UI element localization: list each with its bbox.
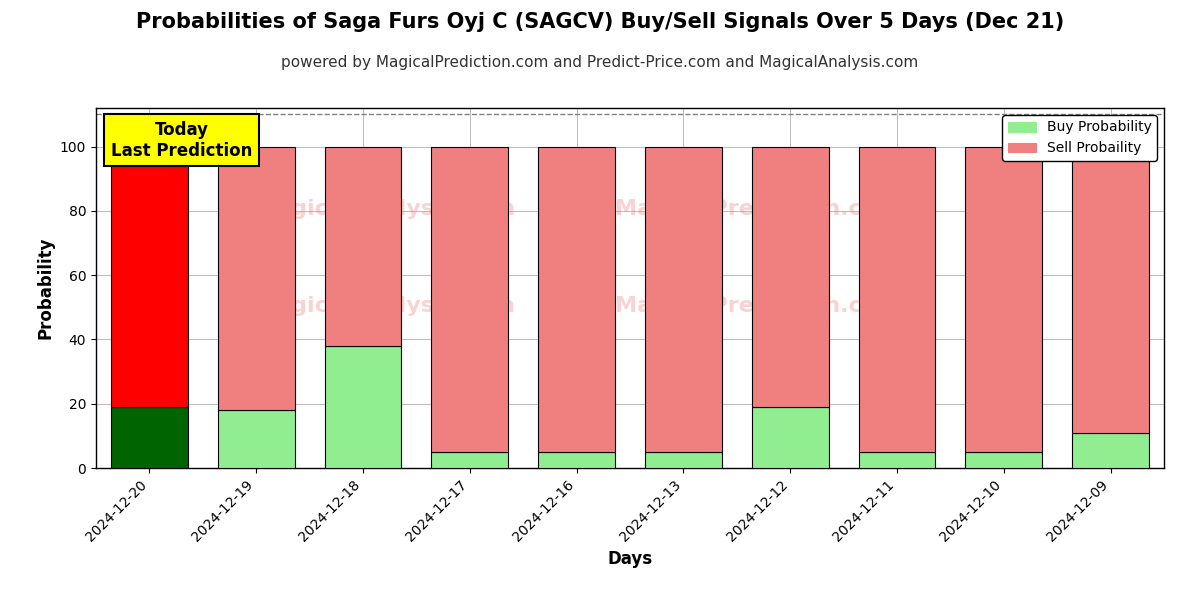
Bar [965, 452, 1043, 468]
X-axis label: Days: Days [607, 550, 653, 568]
Bar [644, 452, 722, 468]
Bar [858, 146, 936, 452]
Text: Probabilities of Saga Furs Oyj C (SAGCV) Buy/Sell Signals Over 5 Days (Dec 21): Probabilities of Saga Furs Oyj C (SAGCV)… [136, 12, 1064, 32]
Bar [110, 407, 188, 468]
Bar [1072, 433, 1150, 468]
Bar [644, 146, 722, 452]
Bar [1072, 146, 1150, 433]
Bar [217, 410, 295, 468]
Bar [965, 146, 1043, 452]
Bar [751, 146, 829, 407]
Text: Today
Last Prediction: Today Last Prediction [110, 121, 252, 160]
Bar [324, 346, 402, 468]
Bar [538, 146, 616, 452]
Text: powered by MagicalPrediction.com and Predict-Price.com and MagicalAnalysis.com: powered by MagicalPrediction.com and Pre… [281, 55, 919, 70]
Text: MagicalAnalysis.com: MagicalAnalysis.com [253, 296, 515, 316]
Legend: Buy Probability, Sell Probaility: Buy Probability, Sell Probaility [1002, 115, 1157, 161]
Bar [217, 146, 295, 410]
Bar [431, 452, 509, 468]
Bar [751, 407, 829, 468]
Bar [324, 146, 402, 346]
Text: MagicalPrediction.com: MagicalPrediction.com [616, 296, 901, 316]
Text: MagicalPrediction.com: MagicalPrediction.com [616, 199, 901, 219]
Text: MagicalAnalysis.com: MagicalAnalysis.com [253, 199, 515, 219]
Bar [110, 146, 188, 407]
Bar [538, 452, 616, 468]
Bar [858, 452, 936, 468]
Y-axis label: Probability: Probability [36, 237, 54, 339]
Bar [431, 146, 509, 452]
